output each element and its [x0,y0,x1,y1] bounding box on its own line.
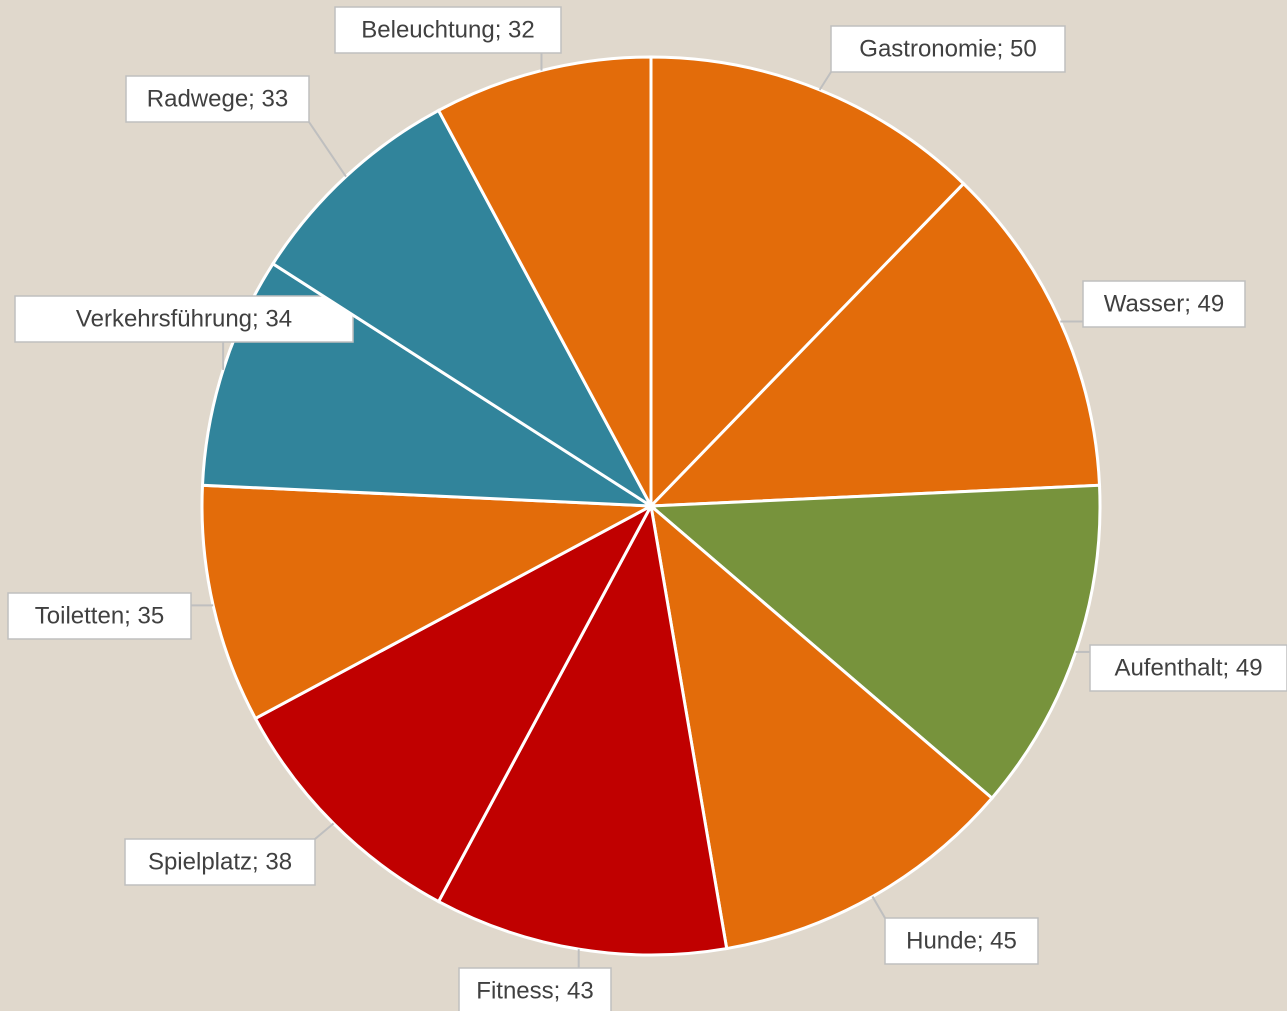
data-label: Hunde; 45 [906,927,1017,954]
leader-line [871,896,886,919]
label-box [7,592,192,640]
leader-line [308,121,347,178]
data-label: Fitness; 43 [476,977,593,1004]
data-label: Beleuchtung; 32 [361,16,534,43]
label-box [14,295,354,343]
wedge [436,55,653,507]
wedge [270,108,656,511]
label-box [124,838,316,886]
data-label: Toiletten; 35 [35,602,164,629]
wedge [436,501,729,957]
label-box [334,6,562,54]
leader-line [314,822,335,840]
data-label: Wasser; 49 [1104,290,1224,317]
data-label: Gastronomie; 50 [859,35,1036,62]
data-label: Spielplatz; 38 [148,848,292,875]
wedge [200,483,657,721]
label-box [458,967,612,1011]
label-box [884,917,1039,965]
wedge [647,483,1102,801]
label-box [830,25,1066,73]
data-label: Aufenthalt; 49 [1114,654,1262,681]
label-box [1082,280,1246,328]
label-box [125,75,310,123]
wedge [647,181,1102,508]
wedge [253,502,655,904]
wedge [649,55,966,510]
data-label: Verkehrsführung; 34 [76,305,292,332]
leader-line [818,71,832,91]
data-label: Radwege; 33 [147,85,288,112]
label-box [1089,644,1287,692]
